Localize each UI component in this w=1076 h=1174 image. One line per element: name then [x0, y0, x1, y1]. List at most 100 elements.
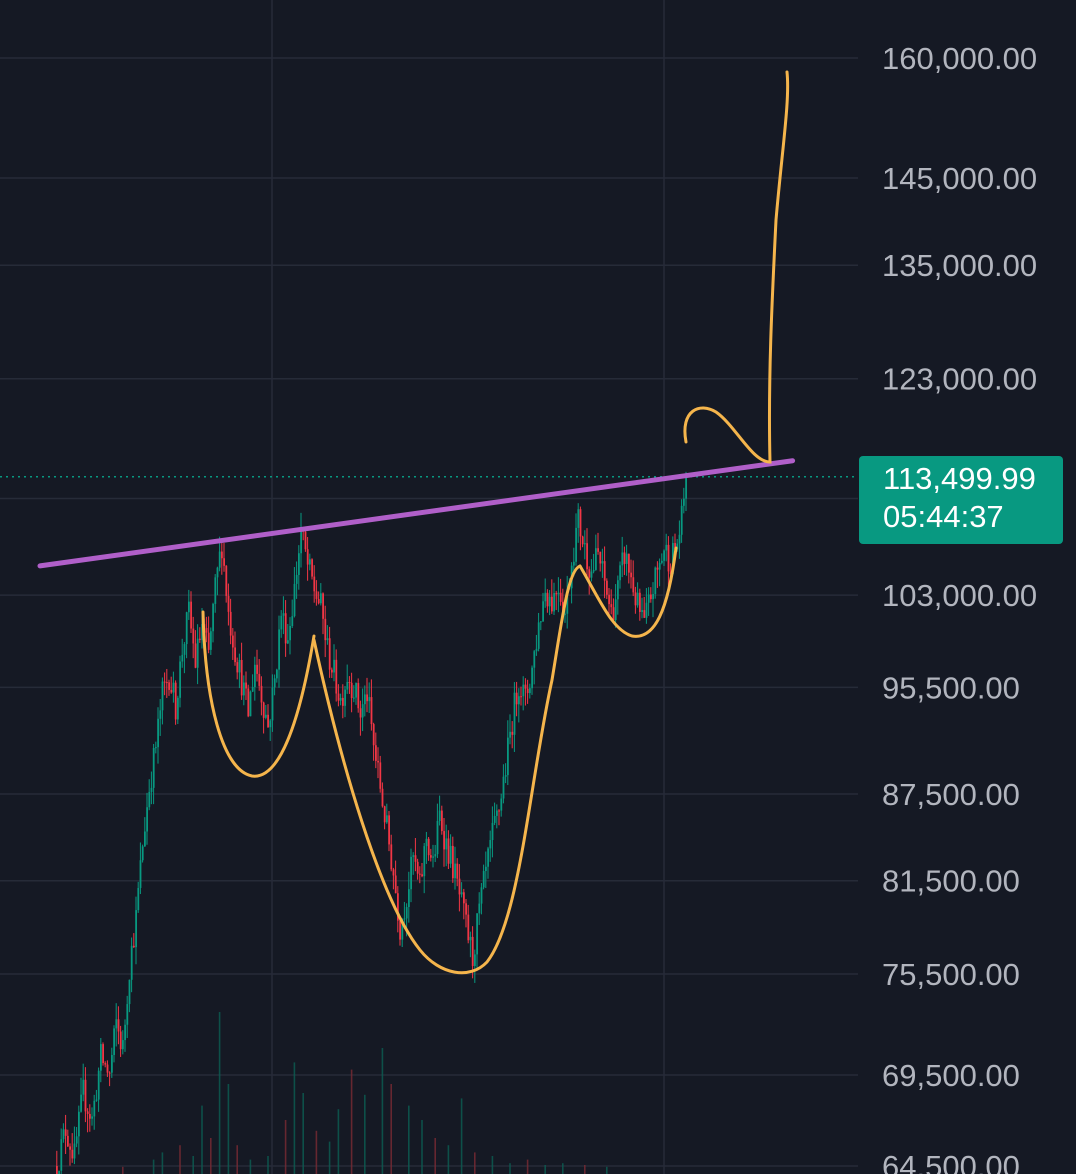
candle-body [144, 831, 146, 847]
candle-body [544, 592, 547, 602]
candle-body [368, 697, 371, 702]
candle-body [71, 1149, 74, 1159]
candle-body [117, 1019, 120, 1032]
candle-body [67, 1135, 69, 1147]
candle-body [309, 559, 311, 565]
candle-body [157, 718, 159, 748]
candle-body [531, 667, 533, 689]
candle-body [62, 1129, 65, 1140]
candle-body [104, 1063, 107, 1065]
candle-body [254, 664, 256, 687]
candle-body [267, 714, 269, 728]
cup-curve[interactable] [312, 564, 582, 975]
volume-bars [122, 1012, 608, 1174]
candle-body [172, 682, 175, 693]
candle-body [498, 810, 500, 812]
candle-body [412, 855, 415, 857]
candle-body [315, 591, 318, 599]
candle-body [588, 569, 591, 578]
candle-body [269, 720, 272, 728]
candle-body [383, 806, 386, 823]
candle-body [119, 1031, 122, 1050]
left-shoulder-curve[interactable] [201, 610, 316, 778]
y-tick-label: 123,000.00 [882, 362, 1037, 397]
candle-body [405, 907, 408, 919]
candle-body [381, 788, 384, 807]
candle-body [449, 845, 452, 864]
breakout-arrow-stroke[interactable] [683, 70, 790, 464]
candle-body [397, 893, 399, 921]
candle-body [95, 1099, 98, 1101]
price-axis[interactable]: 160,000.00 145,000.00 135,000.00 123,000.00… [882, 41, 1037, 1174]
candle-body [287, 640, 289, 644]
candle-body [513, 692, 516, 735]
candle-body [56, 1166, 58, 1174]
volume-bar [434, 1138, 436, 1174]
candle-body [507, 737, 509, 776]
candle-body [240, 659, 243, 696]
candle-body [84, 1079, 87, 1112]
candle-body [432, 856, 434, 858]
candle-body [108, 1072, 111, 1074]
candle-body [225, 565, 228, 596]
candle-body [471, 936, 474, 966]
candle-body [456, 863, 459, 879]
candle-body [243, 682, 245, 696]
candle-body [256, 664, 258, 674]
candle-body [628, 553, 630, 573]
candle-body [73, 1143, 76, 1159]
candle-body [599, 551, 602, 564]
candle-body [130, 945, 133, 980]
candle-body [124, 1024, 126, 1041]
candle-body [227, 595, 230, 612]
candle-body [661, 560, 663, 563]
candle-body [518, 696, 520, 705]
candle-body [306, 549, 309, 565]
y-tick-label: 103,000.00 [882, 578, 1037, 613]
candle-body [634, 592, 637, 606]
candle-body [280, 615, 283, 630]
candle-body [480, 887, 483, 904]
candle-body [595, 548, 597, 570]
candle-body [210, 631, 212, 650]
candle-body [183, 644, 186, 655]
volume-bar [474, 1152, 476, 1174]
candle-body [258, 673, 261, 686]
candle-body [137, 887, 140, 911]
handle-curve[interactable] [578, 546, 678, 638]
candle-body [379, 762, 382, 789]
candle-body [447, 838, 450, 864]
candle-body [339, 697, 342, 701]
candle-body [643, 610, 646, 618]
candle-body [608, 594, 610, 605]
candle-body [78, 1111, 80, 1137]
volume-bar [236, 1145, 238, 1174]
candle-body [577, 509, 580, 528]
resistance-trendline[interactable] [37, 458, 796, 569]
candle-body [416, 861, 419, 874]
candle-body [623, 552, 626, 564]
candle-body [355, 683, 357, 698]
candle-body [606, 580, 608, 595]
volume-bar [161, 1152, 164, 1174]
volume-bar [328, 1141, 331, 1174]
candle-body [333, 659, 335, 673]
candle-body [445, 838, 448, 850]
candle-body [410, 856, 412, 890]
candle-body [177, 697, 179, 720]
candle-body [179, 661, 181, 698]
candle-body [251, 686, 254, 692]
candle-body [564, 613, 566, 615]
volume-bar [526, 1159, 529, 1174]
candle-body [152, 747, 155, 788]
volume-bar [364, 1094, 366, 1174]
volume-bar [584, 1165, 586, 1174]
candle-body [377, 760, 379, 763]
candle-body [390, 844, 393, 870]
candle-body [408, 889, 410, 908]
candle-body [522, 684, 525, 697]
candle-body [126, 1004, 129, 1025]
candle-body [559, 592, 562, 602]
candle-body [566, 589, 569, 614]
